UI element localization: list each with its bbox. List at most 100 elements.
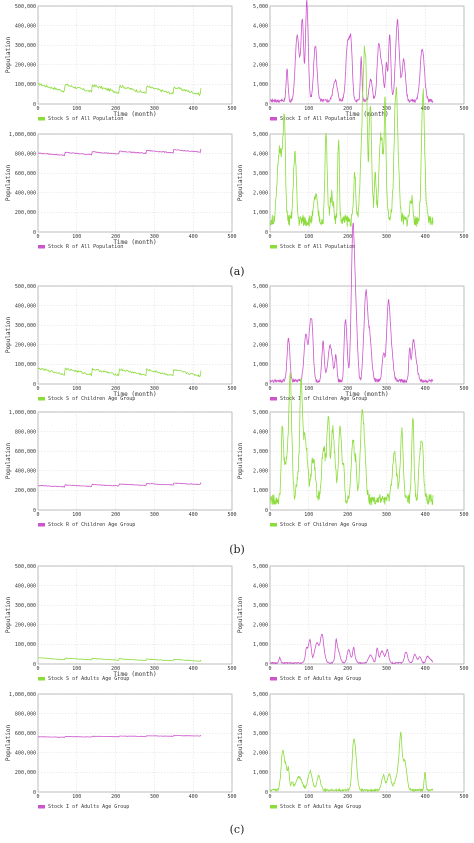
x-tick-label: 0 (36, 794, 39, 800)
x-tick-label: 400 (189, 794, 198, 800)
y-tick-label: 200,000 (15, 488, 36, 494)
x-tick-label: 0 (268, 234, 271, 240)
y-tick-label: 1,000 (253, 642, 268, 648)
series-line-b2 (269, 222, 434, 384)
chart-panel-b1: 0 100,000 200,000 300,000 400,000 500,000 0 100… (5, 284, 237, 402)
x-tick-label: 200 (111, 794, 120, 800)
x-tick-label: 400 (189, 386, 198, 392)
x-tick-label: 500 (459, 106, 468, 112)
x-tick-label: 0 (268, 386, 271, 392)
x-tick-label: 100 (304, 666, 313, 672)
y-tick-label: 500,000 (15, 284, 36, 290)
x-tick-label: 400 (421, 666, 430, 672)
y-tick-label: 400,000 (15, 191, 36, 197)
panels: 0 100,000 200,000 300,000 400,000 500,000 0 100… (5, 0, 469, 810)
series-line-b3 (38, 482, 202, 488)
legend-swatch (38, 245, 45, 249)
y-tick-label: 300,000 (15, 323, 36, 329)
legend-swatch (38, 805, 45, 809)
y-tick-label: 200,000 (15, 770, 36, 776)
x-tick-label: 100 (304, 106, 313, 112)
y-tick-label: 1,000,000 (9, 692, 36, 698)
y-tick-label: 4,000 (253, 583, 268, 589)
y-tick-label: 2,000 (253, 63, 268, 69)
x-tick-label: 300 (382, 512, 391, 518)
x-tick-label: 200 (111, 234, 120, 240)
x-tick-label: 100 (72, 106, 81, 112)
y-tick-label: 5,000 (253, 410, 268, 416)
chart-panel-b4: 0 1,000 2,000 3,000 4,000 5,000 0 100 200 300 400 5… (237, 372, 469, 528)
y-axis-label: Population (5, 597, 12, 634)
y-tick-label: 5,000 (253, 284, 268, 290)
legend-label: Stock E of Adults Age Group (280, 676, 361, 682)
y-tick-label: 3,000 (253, 323, 268, 329)
y-tick-label: 100,000 (15, 642, 36, 648)
y-tick-label: 1,000 (253, 210, 268, 216)
y-tick-label: 100,000 (15, 362, 36, 368)
chart-panel-b2: 0 1,000 2,000 3,000 4,000 5,000 0 100 200 300 400 5… (253, 222, 469, 402)
x-tick-label: 200 (111, 666, 120, 672)
x-tick-label: 400 (421, 386, 430, 392)
x-tick-label: 500 (459, 666, 468, 672)
y-axis-label: Population (237, 165, 244, 202)
x-tick-label: 400 (189, 234, 198, 240)
x-tick-label: 400 (189, 106, 198, 112)
y-tick-label: 4,000 (253, 303, 268, 309)
x-tick-label: 300 (150, 794, 159, 800)
y-axis-label: Population (237, 725, 244, 762)
y-tick-label: 800,000 (15, 429, 36, 435)
x-tick-label: 300 (382, 794, 391, 800)
y-tick-label: 800,000 (15, 151, 36, 157)
caption-c: (c) (230, 823, 245, 836)
x-axis-label: Time (month) (113, 239, 156, 246)
x-axis-label: Time (month) (113, 391, 156, 398)
x-tick-label: 300 (382, 666, 391, 672)
plot-area (37, 411, 233, 511)
y-tick-label: 0 (265, 230, 268, 236)
y-tick-label: 200,000 (15, 63, 36, 69)
y-tick-label: 600,000 (15, 171, 36, 177)
y-tick-label: 1,000 (253, 488, 268, 494)
x-tick-label: 500 (459, 512, 468, 518)
plot-area (37, 285, 233, 385)
x-tick-label: 0 (36, 234, 39, 240)
y-tick-label: 2,000 (253, 751, 268, 757)
chart-panel-c3: 0 200,000 400,000 600,000 800,000 1,000,000 0 1… (5, 692, 237, 810)
legend-swatch (38, 677, 45, 681)
x-tick-label: 400 (421, 234, 430, 240)
x-tick-label: 500 (459, 386, 468, 392)
legend-swatch (270, 805, 277, 809)
legend-swatch (270, 677, 277, 681)
y-tick-label: 4,000 (253, 429, 268, 435)
x-tick-label: 200 (343, 794, 352, 800)
y-tick-label: 100,000 (15, 82, 36, 88)
series-line-c2 (270, 633, 434, 665)
x-tick-label: 300 (150, 234, 159, 240)
chart-panel-a3: 0 200,000 400,000 600,000 800,000 1,000,000 0 1… (5, 132, 237, 250)
y-tick-label: 2,000 (253, 343, 268, 349)
x-tick-label: 300 (150, 512, 159, 518)
y-tick-label: 200,000 (15, 623, 36, 629)
legend-label: Stock S of Adults Age Group (48, 676, 129, 682)
legend-label: Stock I of Adults Age Group (48, 804, 129, 810)
chart-panel-c4: 0 1,000 2,000 3,000 4,000 5,000 0 100 200 300 400 5… (237, 692, 469, 810)
y-tick-label: 1,000 (253, 770, 268, 776)
x-tick-label: 200 (111, 386, 120, 392)
chart-panel-b3: 0 200,000 400,000 600,000 800,000 1,000,000 0 1… (5, 410, 237, 528)
y-tick-label: 0 (33, 662, 36, 668)
plot-area (37, 5, 233, 105)
x-tick-label: 100 (304, 794, 313, 800)
y-tick-label: 1,000 (253, 82, 268, 88)
y-tick-label: 300,000 (15, 43, 36, 49)
x-tick-label: 400 (189, 666, 198, 672)
y-tick-label: 1,000,000 (9, 132, 36, 138)
plot-area (269, 411, 465, 511)
legend-label: Stock E of Children Age Group (280, 522, 367, 528)
x-tick-label: 300 (382, 386, 391, 392)
y-tick-label: 400,000 (15, 751, 36, 757)
x-axis-label: Time (month) (113, 111, 156, 118)
x-tick-label: 200 (343, 666, 352, 672)
y-tick-label: 2,000 (253, 469, 268, 475)
legend-swatch (38, 117, 45, 121)
y-tick-label: 200,000 (15, 210, 36, 216)
